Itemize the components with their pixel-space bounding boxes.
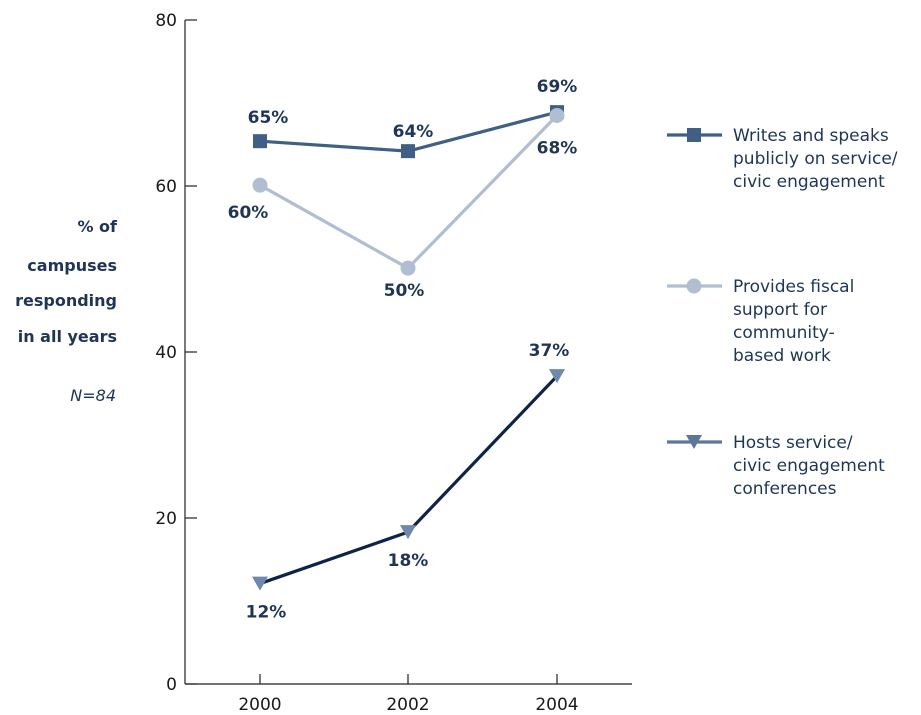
- legend-label-fiscal-support: community-: [733, 323, 835, 343]
- legend-label-writes-speaks: Writes and speaks: [733, 126, 889, 146]
- data-point-fiscal-support: [400, 260, 416, 276]
- x-tick-label: 2004: [535, 695, 578, 715]
- data-point-hosts-conferences: [400, 525, 416, 540]
- x-tick-label: 2002: [386, 695, 429, 715]
- data-point-writes-speaks: [401, 144, 415, 159]
- data-point-fiscal-support: [252, 177, 268, 193]
- data-label-fiscal-support: 50%: [384, 281, 425, 301]
- y-tick-label: 80: [155, 11, 177, 31]
- data-point-hosts-conferences: [549, 369, 565, 384]
- sample-size-note: N=84: [70, 386, 116, 405]
- data-label-fiscal-support: 68%: [537, 138, 578, 158]
- y-tick-label: 20: [155, 509, 177, 529]
- data-label-writes-speaks: 65%: [248, 108, 289, 128]
- y-tick-label: 40: [155, 343, 177, 363]
- legend-label-fiscal-support: support for: [733, 300, 827, 320]
- data-label-hosts-conferences: 37%: [529, 341, 570, 361]
- data-label-writes-speaks: 69%: [537, 77, 578, 97]
- legend-label-hosts-conferences: conferences: [733, 479, 837, 499]
- legend-label-hosts-conferences: civic engagement: [733, 456, 885, 476]
- y-axis-label-line: in all years: [18, 327, 117, 346]
- legend: Writes and speaks publicly on service/civ…: [667, 126, 898, 499]
- data-label-hosts-conferences: 12%: [246, 603, 287, 623]
- series-markers: [252, 105, 565, 591]
- legend-label-hosts-conferences: Hosts service/: [733, 433, 853, 453]
- y-axis-label-line: % of: [77, 217, 118, 236]
- legend-label-writes-speaks: civic engagement: [733, 172, 885, 192]
- data-label-writes-speaks: 64%: [393, 122, 434, 142]
- y-tick-label: 0: [166, 675, 177, 695]
- data-labels: 65% 64% 69% 60% 50% 68% 12% 18% 37%: [228, 77, 578, 622]
- x-tick-label: 2000: [238, 695, 281, 715]
- data-label-hosts-conferences: 18%: [388, 551, 429, 571]
- y-tick-label: 60: [155, 177, 177, 197]
- data-label-fiscal-support: 60%: [228, 203, 269, 223]
- data-point-fiscal-support: [549, 107, 565, 123]
- axes: 0 20 40 60 80 2000 2002 2004: [155, 11, 632, 715]
- data-point-hosts-conferences: [252, 576, 268, 591]
- legend-marker-hosts-conferences: [686, 435, 702, 449]
- legend-label-fiscal-support: based work: [733, 346, 831, 366]
- y-axis-label-line: campuses: [27, 256, 117, 275]
- legend-label-writes-speaks: publicly on service/: [733, 149, 898, 169]
- y-axis-label: % of campuses responding in all years N=84: [15, 217, 118, 405]
- y-axis-label-line: responding: [15, 291, 117, 310]
- series-lines: [259, 110, 559, 586]
- legend-marker-writes-speaks: [687, 128, 701, 142]
- legend-marker-fiscal-support: [686, 278, 702, 294]
- data-point-writes-speaks: [253, 134, 267, 149]
- legend-label-fiscal-support: Provides fiscal: [733, 277, 854, 297]
